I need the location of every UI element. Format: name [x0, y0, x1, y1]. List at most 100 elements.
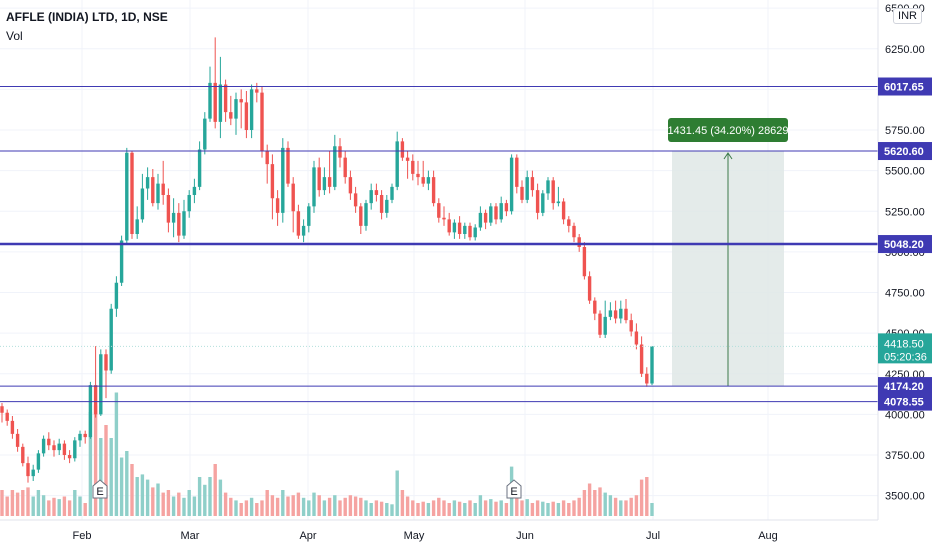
volume-bar [629, 497, 633, 516]
candle-body [411, 160, 415, 174]
volume-bar [88, 412, 93, 516]
candle-body [582, 247, 587, 277]
volume-bar [483, 500, 488, 516]
volume-bar [437, 497, 441, 516]
candle-body [556, 201, 561, 204]
chart-legend: AFFLE (INDIA) LTD, 1D, NSE Vol [6, 8, 168, 46]
volume-bar [41, 495, 46, 516]
volume-bar [645, 477, 649, 516]
candle-body [192, 186, 197, 195]
candle-body [156, 183, 160, 204]
candle-body [161, 183, 165, 195]
volume-bar [561, 500, 566, 516]
volume-bar [73, 490, 77, 516]
time-axis-label: Feb [73, 530, 92, 542]
volume-bar [62, 496, 67, 516]
volume-bar [161, 492, 165, 516]
volume-bar [213, 464, 217, 516]
volume-bar [67, 500, 72, 516]
countdown-label: 05:20:36 [884, 351, 927, 363]
candle-body [634, 331, 639, 345]
candle-body [546, 180, 550, 194]
volume-bar [249, 497, 254, 516]
volume-bar [468, 500, 472, 516]
time-axis-label: Aug [758, 530, 778, 542]
volume-bar [5, 496, 9, 516]
volume-bar [229, 497, 233, 516]
volume-bar [286, 496, 290, 516]
time-axis-label: Jul [646, 530, 660, 542]
candle-body [390, 186, 394, 200]
volume-bar [499, 500, 503, 516]
candle-body [301, 225, 306, 236]
candle-body [499, 203, 503, 220]
candle-body [229, 112, 233, 119]
candle-body [447, 219, 451, 233]
time-axis-label: Jun [516, 530, 534, 542]
volume-bar [343, 497, 347, 516]
candle-body [400, 141, 405, 158]
volume-bar [613, 497, 618, 516]
candle-body [343, 157, 347, 178]
candle-body [442, 217, 446, 220]
candle-body [473, 227, 477, 238]
volume-bar [463, 503, 467, 516]
volume-bar [192, 496, 197, 516]
volume-bar [442, 500, 446, 516]
candle-body [359, 206, 363, 226]
volume-bar [650, 503, 654, 516]
volume-bar [473, 503, 477, 516]
candle-body [291, 183, 295, 212]
currency-button[interactable]: INR [893, 8, 922, 24]
volume-bar [421, 501, 425, 516]
candle-body [598, 313, 602, 335]
volume-bar [47, 500, 51, 516]
time-axis-label: Mar [181, 530, 200, 542]
volume-bar [598, 487, 602, 516]
candle-body [166, 195, 171, 223]
candle-body [421, 177, 425, 184]
candle-body [619, 308, 623, 319]
volume-bar [431, 500, 436, 516]
candle-body [515, 157, 519, 187]
candle-body [535, 190, 540, 213]
volume-bar [234, 500, 238, 516]
volume-bar [333, 495, 337, 516]
candle-body [379, 195, 384, 213]
volume-bar [416, 503, 420, 516]
volume-bar [546, 503, 550, 516]
candle-body [561, 201, 566, 220]
candle-body [577, 237, 581, 247]
volume-bar [296, 492, 301, 516]
price-tick-label: 5750.00 [885, 125, 925, 137]
volume-bar [26, 487, 30, 516]
volume-bar [400, 490, 405, 516]
volume-bar [619, 500, 623, 516]
candle-body [645, 373, 649, 384]
volume-bar [504, 503, 509, 516]
volume-bar [83, 503, 87, 516]
volume-bar [10, 490, 15, 516]
volume-bar [395, 470, 399, 516]
volume-bar [281, 490, 285, 516]
volume-bar [177, 492, 181, 516]
candle-body [177, 212, 181, 236]
candle-body [338, 146, 342, 158]
volume-bar [31, 496, 35, 516]
volume-bar [593, 490, 597, 516]
candle-body [203, 118, 207, 150]
level-price-tag [878, 377, 932, 396]
candle-body [639, 344, 644, 374]
candle-body [509, 157, 514, 212]
candle-body [213, 82, 217, 122]
candle-body [307, 206, 311, 226]
candle-body [171, 212, 176, 223]
candle-body [327, 177, 332, 187]
price-tick-label: 6250.00 [885, 44, 925, 56]
volume-bar [567, 503, 571, 516]
volume-bar [447, 503, 451, 516]
volume-bar [385, 503, 389, 516]
volume-bar [104, 425, 108, 516]
